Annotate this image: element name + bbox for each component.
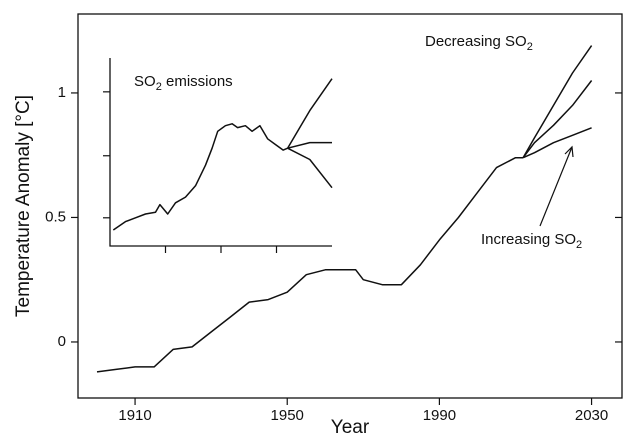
x-axis-label: Year xyxy=(331,417,370,438)
y-tick-label: 0 xyxy=(58,333,66,350)
arrow xyxy=(539,145,574,227)
line-series xyxy=(522,45,593,159)
x-tick-label: 1950 xyxy=(271,407,304,424)
axes-frame xyxy=(77,13,623,399)
annotation: Increasing SO2 xyxy=(481,231,582,251)
line-series xyxy=(522,80,593,159)
x-tick-label: 2030 xyxy=(575,407,608,424)
line-series xyxy=(287,141,332,149)
inset-title: SO2 emissions xyxy=(134,73,233,93)
axes-frame xyxy=(109,58,332,247)
line-series xyxy=(96,156,524,373)
y-axis-label: Temperature Anomaly [°C] xyxy=(13,95,34,317)
annotation: Decreasing SO2 xyxy=(425,33,533,53)
line-series xyxy=(522,127,592,159)
line-series xyxy=(286,78,333,149)
x-tick-label: 1990 xyxy=(423,407,456,424)
y-tick-label: 0.5 xyxy=(45,208,66,225)
line-series xyxy=(112,123,288,231)
line-series xyxy=(287,147,333,189)
x-tick-label: 1910 xyxy=(118,407,151,424)
y-tick-label: 1 xyxy=(58,84,66,101)
